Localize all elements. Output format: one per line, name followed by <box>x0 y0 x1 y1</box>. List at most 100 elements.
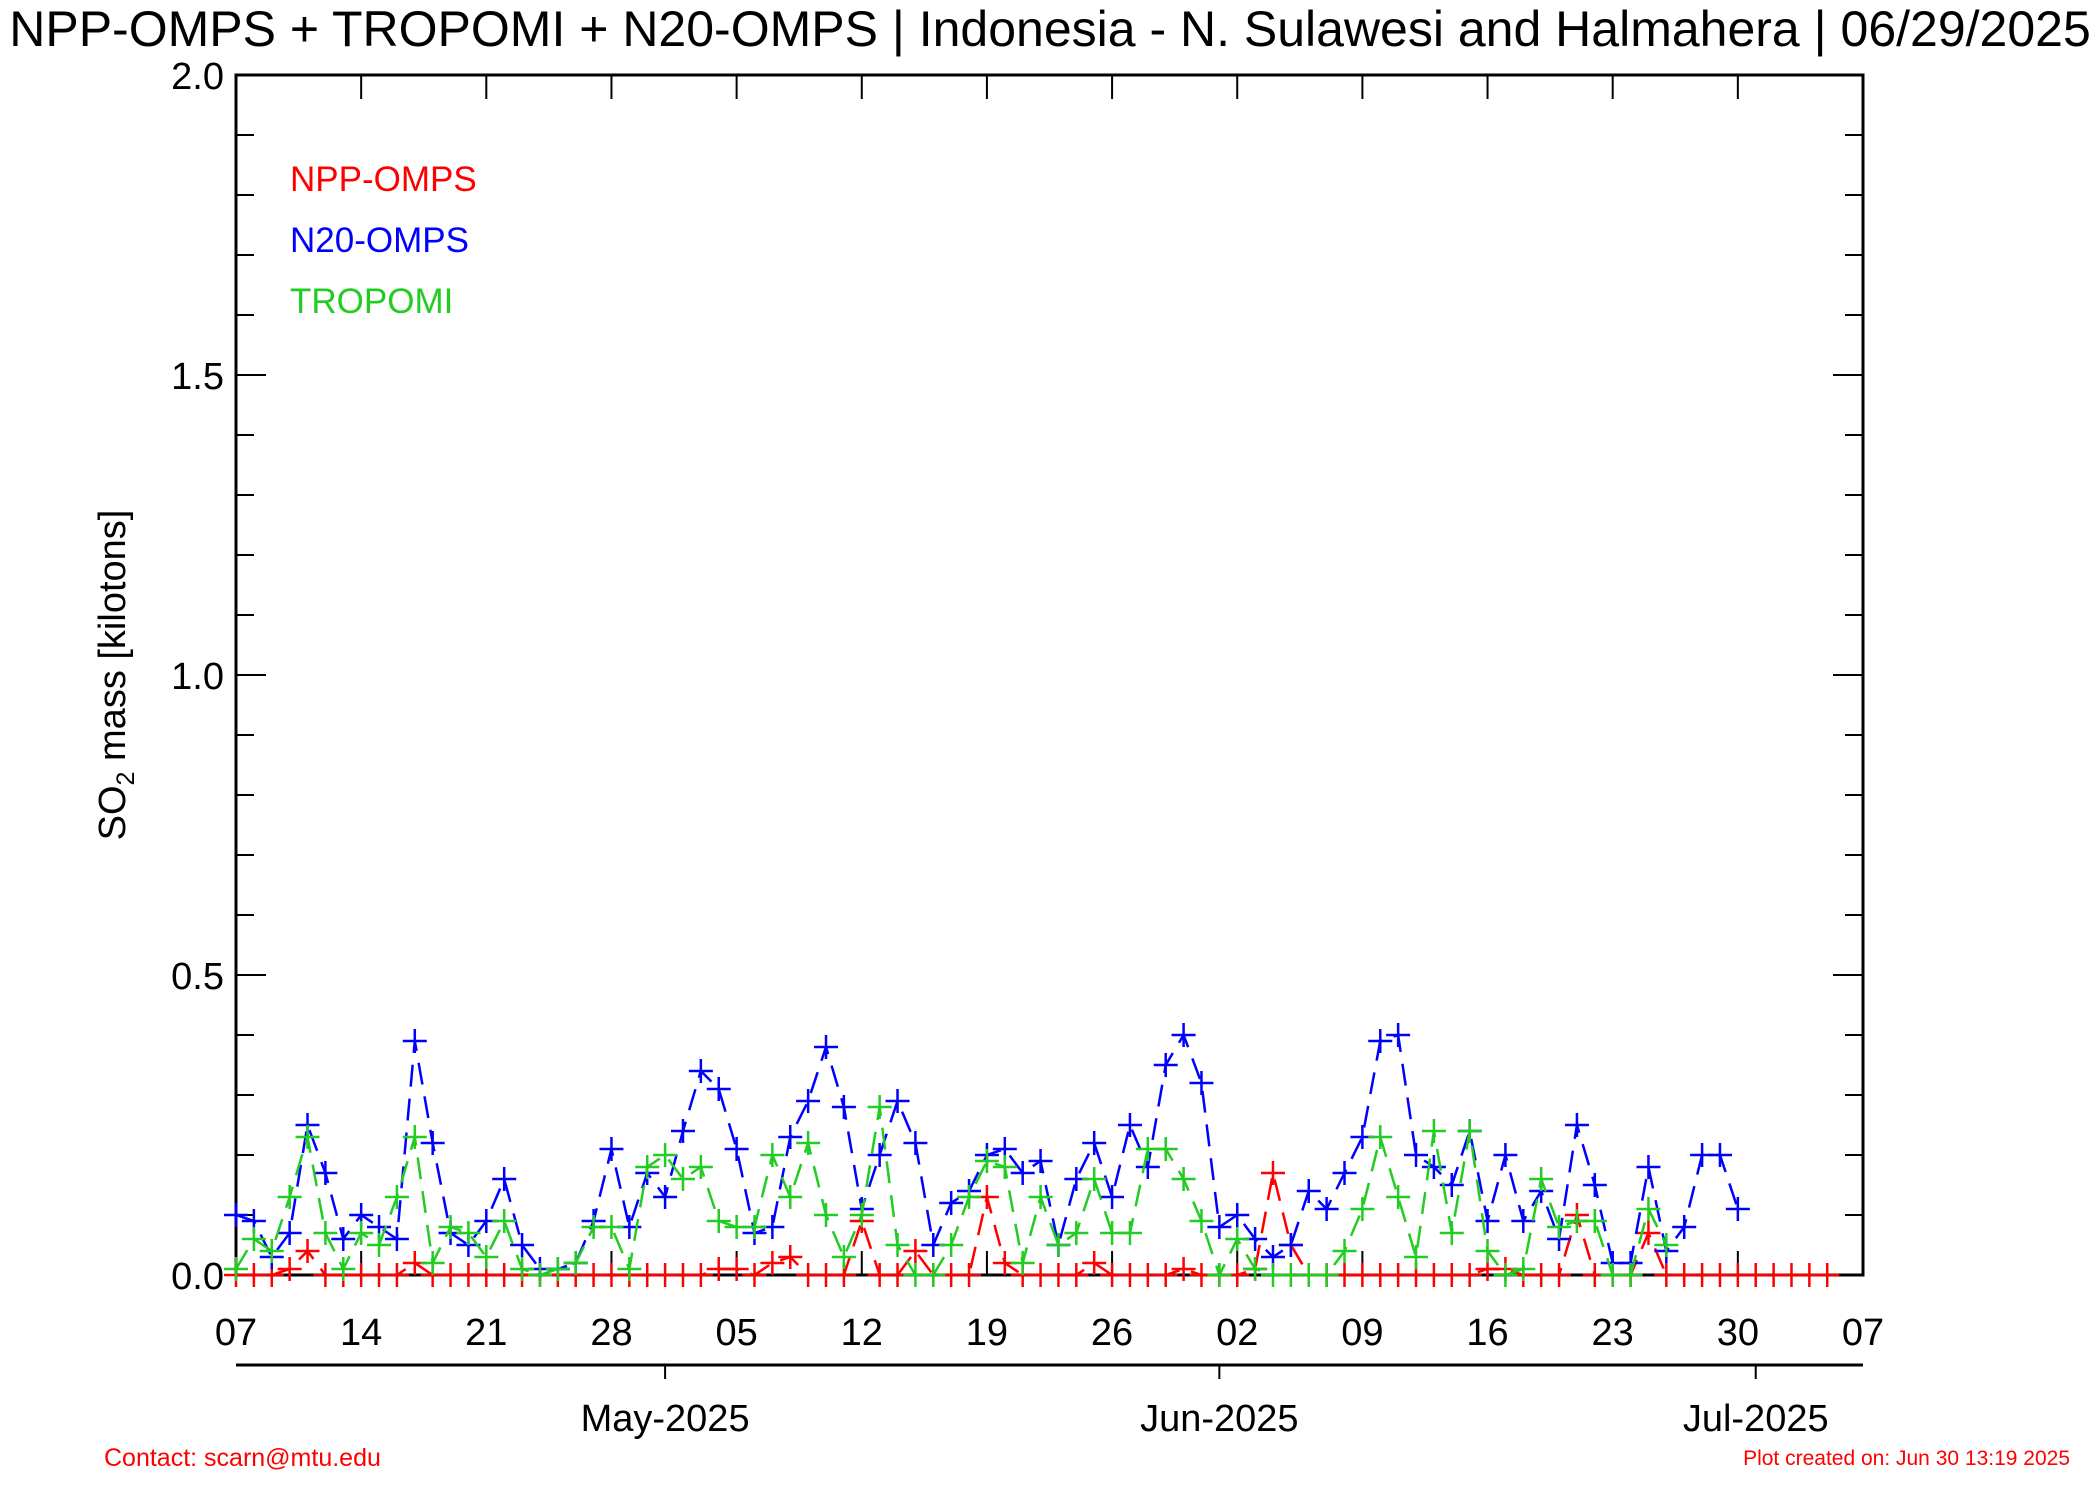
data-point-marker <box>831 1245 856 1269</box>
data-point-marker <box>1493 1143 1518 1167</box>
data-point-marker <box>510 1257 535 1281</box>
series-markers-npp-omps <box>224 1161 1840 1287</box>
data-point-marker <box>1636 1221 1661 1245</box>
data-point-marker <box>1582 1209 1607 1233</box>
series-markers-tropomi <box>224 1095 1679 1287</box>
data-point-marker <box>760 1143 785 1167</box>
data-point-marker <box>670 1119 695 1143</box>
y-axis-label-post: mass [kilotons] <box>92 510 134 772</box>
data-point-marker <box>1225 1227 1250 1251</box>
y-tick-label: 0.5 <box>171 956 224 998</box>
x-tick-label: 05 <box>715 1312 757 1354</box>
data-point-marker <box>384 1263 409 1287</box>
data-point-marker <box>1654 1233 1679 1257</box>
data-point-marker <box>957 1185 982 1209</box>
data-point-marker <box>796 1131 821 1155</box>
data-point-marker <box>474 1245 499 1269</box>
data-point-marker <box>1386 1023 1411 1047</box>
data-point-marker <box>706 1077 731 1101</box>
data-point-marker <box>706 1209 731 1233</box>
data-point-marker <box>1010 1251 1035 1275</box>
contact-text: Contact: scarn@mtu.edu <box>104 1444 381 1472</box>
data-point-marker <box>742 1215 767 1239</box>
data-point-marker <box>402 1125 427 1149</box>
data-point-marker <box>402 1029 427 1053</box>
data-point-marker <box>1260 1161 1285 1185</box>
data-point-marker <box>1010 1161 1035 1185</box>
data-point-marker <box>456 1221 481 1245</box>
plot-frame <box>234 73 1865 1277</box>
data-point-marker <box>492 1167 517 1191</box>
data-point-marker <box>599 1215 624 1239</box>
data-point-marker <box>1421 1119 1446 1143</box>
data-point-marker <box>313 1221 338 1245</box>
data-point-marker <box>635 1155 660 1179</box>
data-point-marker <box>1564 1113 1589 1137</box>
y-tick-label: 1.0 <box>171 656 224 698</box>
axis-ticks <box>235 74 1864 1379</box>
data-point-marker <box>957 1263 982 1287</box>
y-tick-label: 0.0 <box>171 1256 224 1298</box>
data-point-marker <box>1511 1209 1536 1233</box>
data-point-marker <box>1421 1155 1446 1179</box>
data-point-marker <box>492 1209 517 1233</box>
data-point-marker <box>313 1161 338 1185</box>
x-tick-label: 21 <box>465 1312 507 1354</box>
y-tick-labels: 0.0 0.5 1.0 1.5 2.0 <box>171 56 224 1298</box>
data-point-marker <box>1243 1257 1268 1281</box>
data-point-marker <box>724 1137 749 1161</box>
data-point-marker <box>1064 1221 1089 1245</box>
data-point-marker <box>1815 1263 1840 1287</box>
data-point-marker <box>1547 1263 1572 1287</box>
data-point-marker <box>1314 1263 1339 1287</box>
data-point-marker <box>1171 1023 1196 1047</box>
data-point-marker <box>1707 1143 1732 1167</box>
data-point-marker <box>992 1155 1017 1179</box>
data-point-marker <box>1332 1239 1357 1263</box>
data-point-marker <box>1278 1233 1303 1257</box>
data-point-marker <box>1207 1215 1232 1239</box>
data-point-marker <box>545 1257 570 1281</box>
data-point-marker <box>1046 1233 1071 1257</box>
data-point-marker <box>277 1257 302 1281</box>
legend: NPP-OMPS N20-OMPS TROPOMI <box>290 160 477 321</box>
data-point-marker <box>295 1239 320 1263</box>
data-point-marker <box>384 1185 409 1209</box>
data-point-marker <box>1368 1125 1393 1149</box>
data-point-marker <box>1636 1197 1661 1221</box>
data-point-marker <box>1064 1263 1089 1287</box>
data-point-marker <box>939 1233 964 1257</box>
x-tick-labels: 07 14 21 28 05 12 19 26 02 09 16 23 30 07 <box>215 1312 1884 1354</box>
data-point-marker <box>563 1251 588 1275</box>
x-tick-label: 19 <box>966 1312 1008 1354</box>
data-point-marker <box>1296 1179 1321 1203</box>
data-point-marker <box>1475 1209 1500 1233</box>
data-point-marker <box>241 1227 266 1251</box>
data-point-marker <box>1368 1029 1393 1053</box>
month-label: Jul-2025 <box>1683 1398 1829 1440</box>
data-point-marker <box>1171 1257 1196 1281</box>
x-tick-label: 23 <box>1592 1312 1634 1354</box>
x-tick-label: 07 <box>1842 1312 1884 1354</box>
data-point-marker <box>778 1185 803 1209</box>
data-point-marker <box>1618 1263 1643 1287</box>
x-tick-label: 30 <box>1717 1312 1759 1354</box>
data-point-marker <box>1457 1263 1482 1287</box>
data-point-marker <box>778 1245 803 1269</box>
data-point-marker <box>510 1233 535 1257</box>
x-tick-label: 14 <box>340 1312 382 1354</box>
x-tick-label: 28 <box>590 1312 632 1354</box>
data-point-marker <box>1404 1143 1429 1167</box>
data-point-marker <box>688 1155 713 1179</box>
data-point-marker <box>1153 1137 1178 1161</box>
data-point-marker <box>349 1221 374 1245</box>
data-point-marker <box>1493 1263 1518 1287</box>
data-point-marker <box>1153 1053 1178 1077</box>
y-tick-label: 2.0 <box>171 56 224 98</box>
data-point-marker <box>1171 1167 1196 1191</box>
data-point-marker <box>814 1035 839 1059</box>
data-point-marker <box>1439 1221 1464 1245</box>
legend-npp-omps: NPP-OMPS <box>290 160 477 199</box>
y-axis-label-pre: SO <box>92 785 134 840</box>
data-point-marker <box>814 1203 839 1227</box>
